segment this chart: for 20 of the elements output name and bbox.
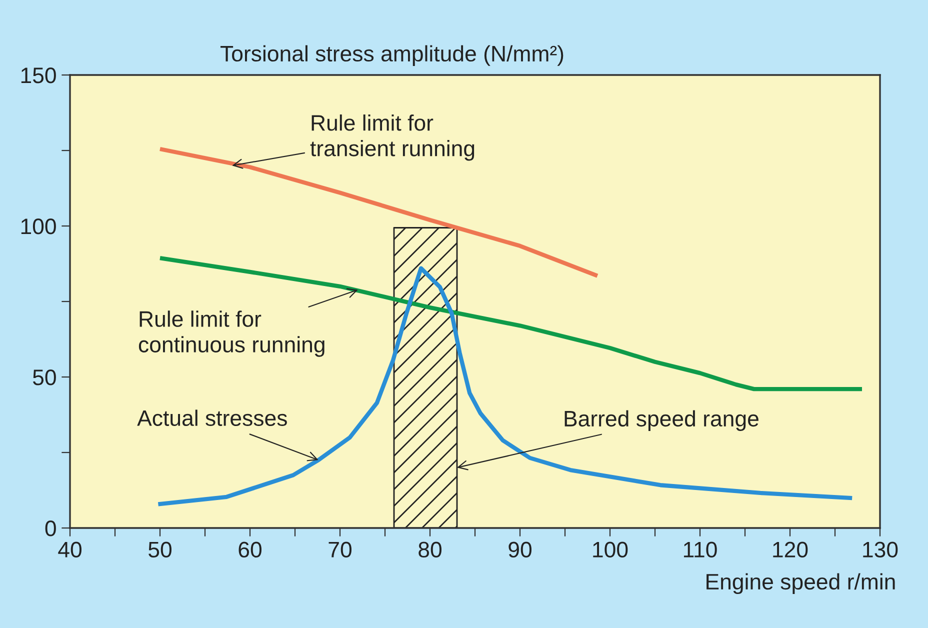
x-tick-label: 100 bbox=[593, 542, 628, 558]
y-tick-label: 100 bbox=[21, 218, 56, 234]
x-tick-label: 120 bbox=[773, 542, 808, 558]
annotation: Rule limit for continuous running bbox=[138, 310, 324, 357]
y-tick-label: 0 bbox=[45, 520, 56, 536]
x-axis-title: Engine speed r/min bbox=[706, 573, 895, 594]
x-tick-label: 110 bbox=[684, 542, 717, 558]
x-tick-label: 70 bbox=[328, 542, 352, 558]
x-tick-label: 50 bbox=[148, 542, 172, 558]
x-tick-label: 130 bbox=[863, 542, 898, 558]
x-tick-label: 80 bbox=[418, 542, 442, 558]
y-tick-label: 150 bbox=[21, 68, 56, 84]
x-tick-label: 60 bbox=[238, 542, 262, 558]
x-tick-label: 40 bbox=[58, 542, 82, 558]
annotation: Rule limit for transient running bbox=[310, 114, 474, 161]
y-axis-title: Torsional stress amplitude (N/mm²) bbox=[220, 45, 564, 66]
y-tick-label: 50 bbox=[32, 370, 56, 386]
annotation: Barred speed range bbox=[564, 410, 758, 431]
annotation: Actual stresses bbox=[137, 410, 287, 426]
x-tick-label: 90 bbox=[508, 542, 532, 558]
